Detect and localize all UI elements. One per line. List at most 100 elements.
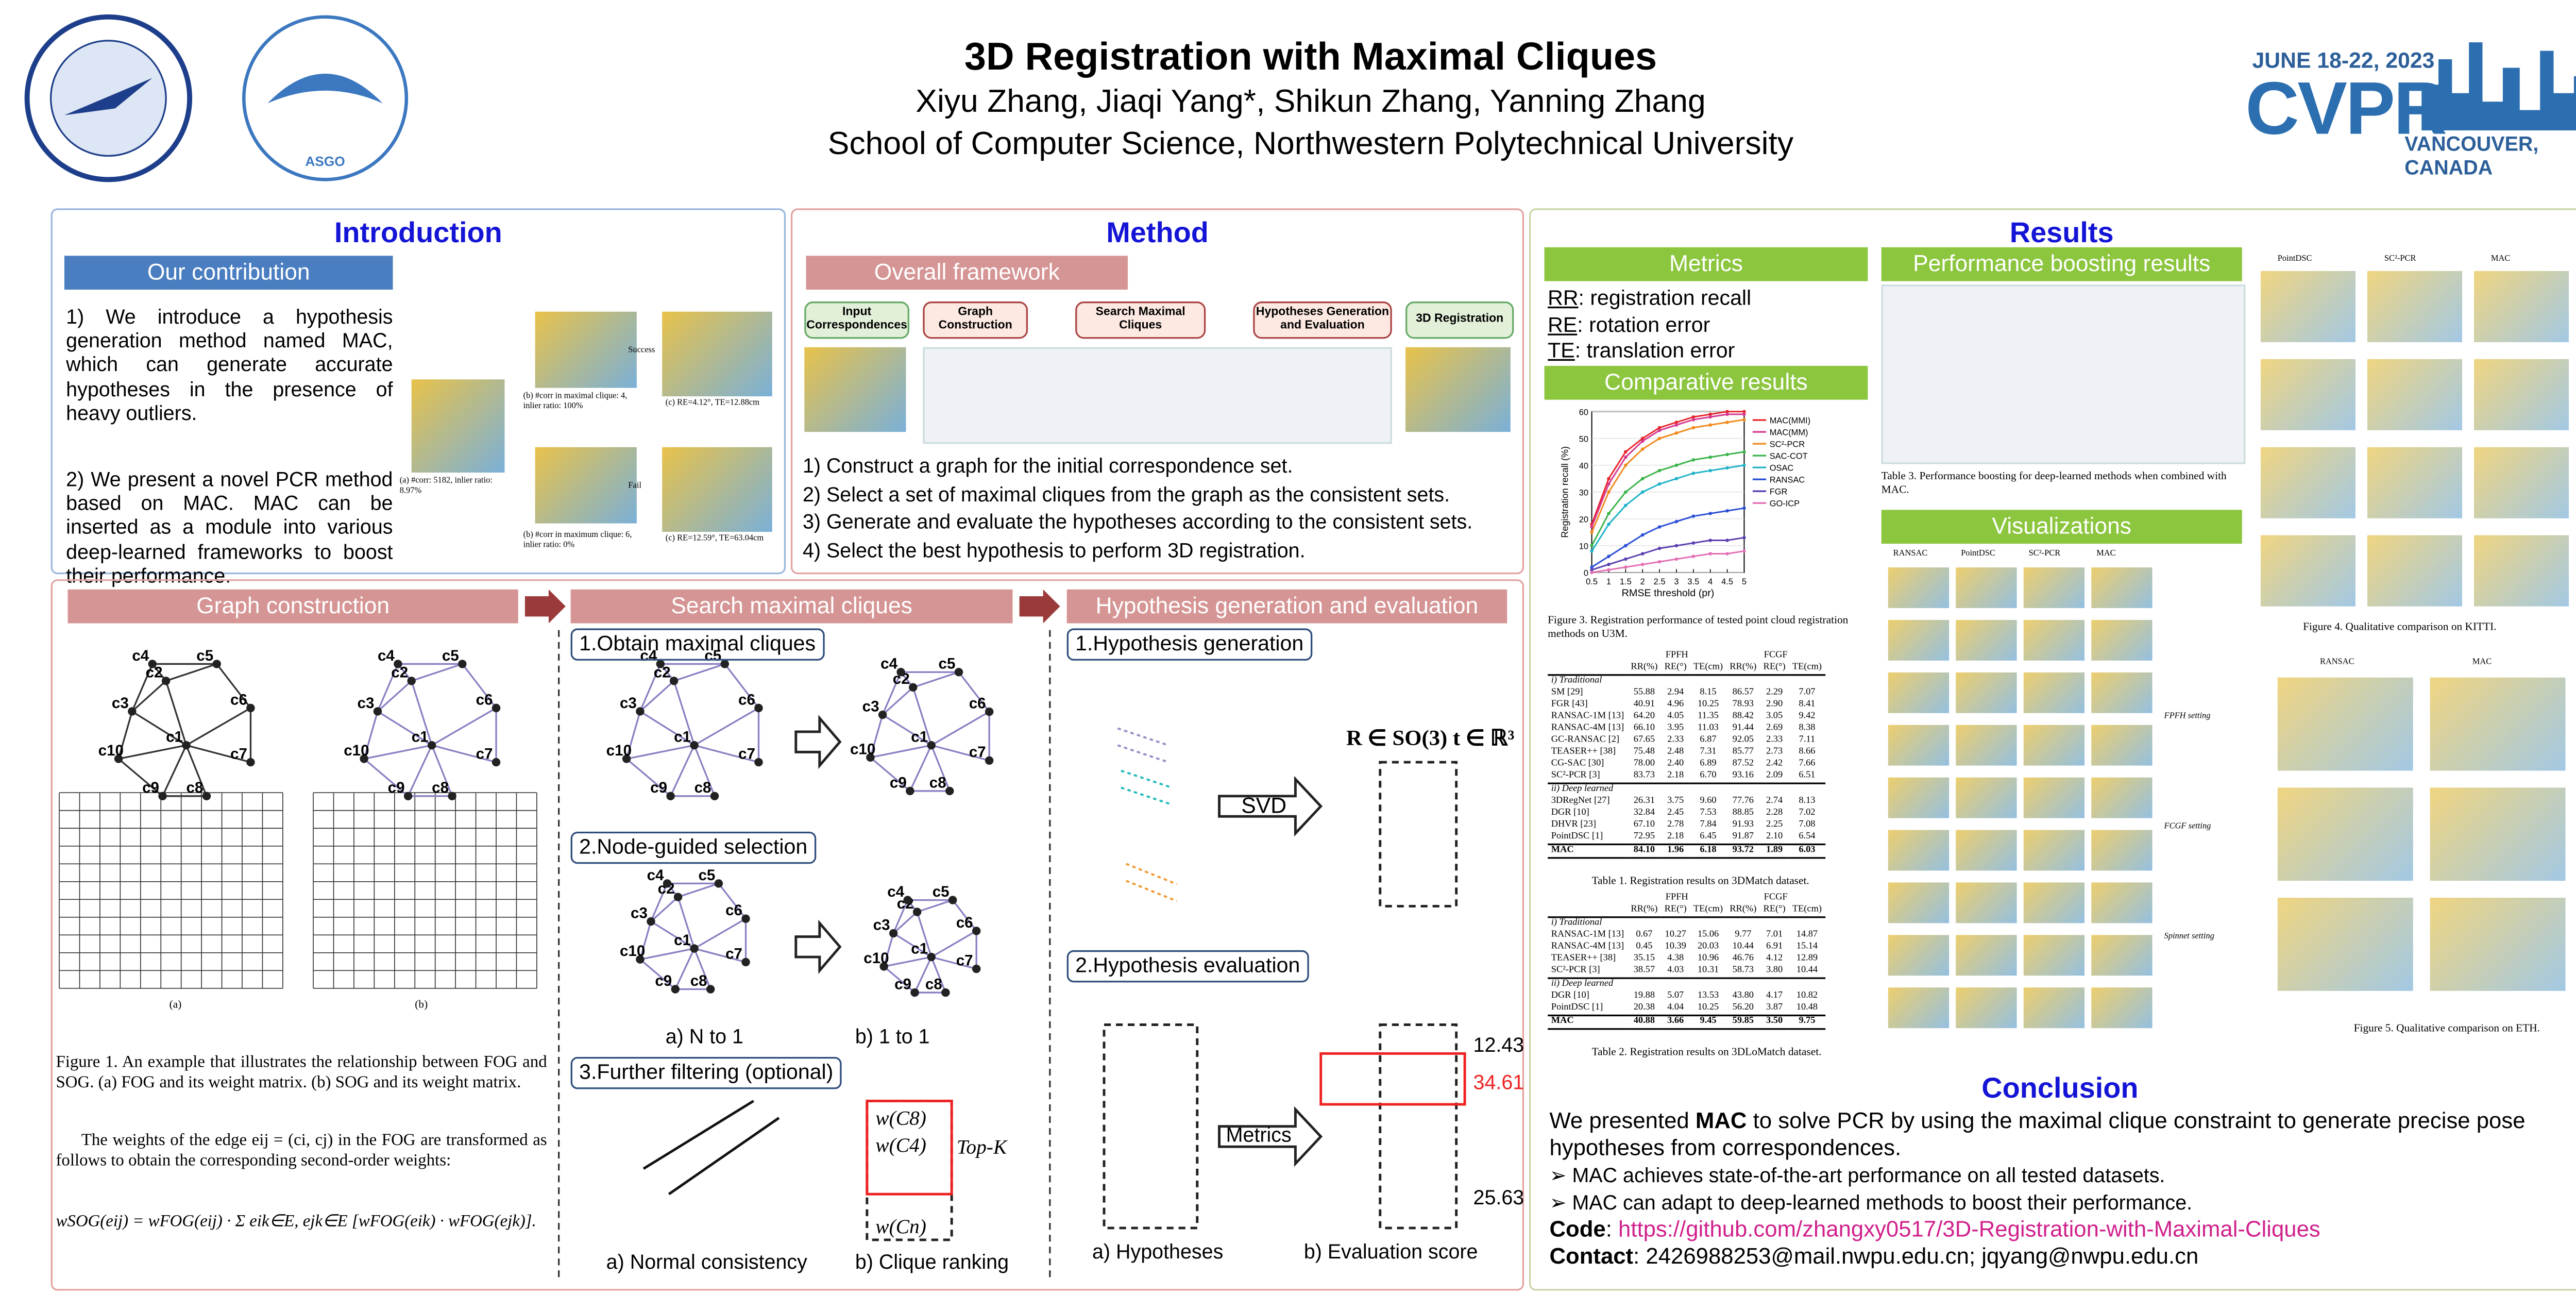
table: FPFH FCGF RR(%) RE(°) TE(cm) RR(%) RE(°) TE(cm)… [1548,893,1825,1030]
series-line [1591,411,1744,525]
graph-edge [892,899,909,934]
cell [1548,662,1628,676]
graph-node [246,758,255,767]
graph-node [690,741,699,750]
graph-node [671,985,680,994]
point [1657,546,1662,550]
step-title: 1.Obtain maximal cliques [570,628,824,661]
graph-edge [118,758,163,797]
point [1708,552,1712,556]
cell: 13.53 [1697,990,1719,1001]
graph-node [492,758,501,767]
cell: 10.39 [1665,942,1686,952]
cell: 4.05 [1667,711,1684,722]
node-label: c9 [894,976,911,993]
cell: 0.45 [1636,942,1653,952]
column-label: MAC [2096,550,2116,559]
cell: 8.15 [1700,687,1717,698]
graph-edge [431,745,453,797]
point [1725,509,1729,513]
thumbnail [1956,672,2017,713]
series-line [1591,418,1744,533]
column-header: TE(cm) [1690,904,1726,918]
group-header: FPFH [1665,893,1688,903]
figure3-chart: 0 10 20 30 40 50 60 0.5 1 1.5 2 2.5 3 3.5 4 4.5 5 RMSE th… [1560,408,1810,599]
node-label: c5 [933,883,950,900]
section-row: ii) Deep learned [1548,782,1825,796]
cell: 8.41 [1799,699,1816,710]
graph-node [948,896,957,904]
method: RANSAC-4M [13] [1551,723,1624,734]
point [1674,557,1679,561]
header-row: FPFH FCGF [1548,893,1825,904]
point [1725,421,1729,424]
graph-edge [118,744,187,760]
point [1590,570,1594,575]
point [1742,410,1746,413]
thumbnail [1888,777,1950,818]
graph-node [927,952,936,962]
cell: 6.03 [1789,843,1825,859]
point [1624,557,1628,561]
thumbnail [2430,787,2566,881]
step: 1) Construct a graph for the initial cor… [802,453,1293,478]
cell: 10.48 [1796,1002,1818,1013]
point [1691,514,1696,518]
graph-edge [131,680,167,712]
conclusion: We presented MAC to solve PCR by using t… [1549,1108,2565,1271]
node-label: c10 [620,943,645,960]
point [1640,490,1645,494]
link[interactable]: https://github.com/zhangxy0517/3D-Regist… [1618,1216,2320,1242]
graph-node [212,660,221,668]
node-label: c5 [196,647,213,664]
node-label: c10 [606,742,632,759]
cell: 4.03 [1667,965,1684,976]
text: : registration recall [1578,286,1752,310]
point [1607,568,1611,572]
point [1657,428,1662,432]
point [1657,426,1662,430]
subtitle: Search maximal cliques [570,589,1013,624]
graph-node [912,907,922,916]
graph-edge [673,663,725,682]
x-tick-label: 4.5 [1721,577,1733,586]
graph-edge [670,745,696,797]
graph-edge [869,714,884,758]
caption: Figure 5. Qualitative comparison on ETH. [2353,1023,2540,1035]
node-label: c6 [738,691,755,708]
series-line [1591,413,1744,528]
graph-node [710,792,719,801]
column-label: SC²-PCR [2028,550,2061,559]
node-label: c10 [98,742,124,759]
cell: 6.45 [1700,831,1717,842]
thumbnail [1888,672,1950,713]
graph-edge [930,711,990,746]
node-label: c1 [911,940,928,957]
caption: Figure 4. Qualitative comparison on KITT… [2303,621,2497,634]
cell: 6.54 [1799,831,1816,842]
text: MAC can adapt to deep-learned methods to… [1572,1190,2193,1215]
method: RANSAC-1M [13] [1551,711,1624,722]
affiliation: School of Computer Science, Northwestern… [827,127,1794,163]
graph-edge [724,663,759,709]
method: PointDSC [1] [1551,831,1603,842]
fig-label: (c) RE=12.59°, TE=63.04cm [665,535,764,544]
point [1640,447,1645,451]
step-title: 3.Further filtering (optional) [570,1056,842,1089]
column-header: RR(%) [1627,904,1662,918]
step: 4) Select the best hypothesis to perform… [802,537,1306,562]
column-label: SC²-PCR [2384,256,2416,264]
point [1674,423,1679,427]
cell: 12.89 [1796,953,1818,964]
point [1624,455,1628,459]
node-label: c7 [476,745,493,762]
thumbnail [1888,935,1950,976]
cell: 4.12 [1766,953,1783,964]
setting-label: Spinnet setting [2164,933,2214,942]
point [1725,539,1729,542]
table-row: MAC 84.10 1.96 6.18 93.72 1.89 6.03 [1548,843,1825,859]
graph-node [972,964,981,973]
thumbnail [2023,935,2085,976]
graph-edge [377,711,433,746]
flow-step: 3D Registration [1405,301,1514,339]
